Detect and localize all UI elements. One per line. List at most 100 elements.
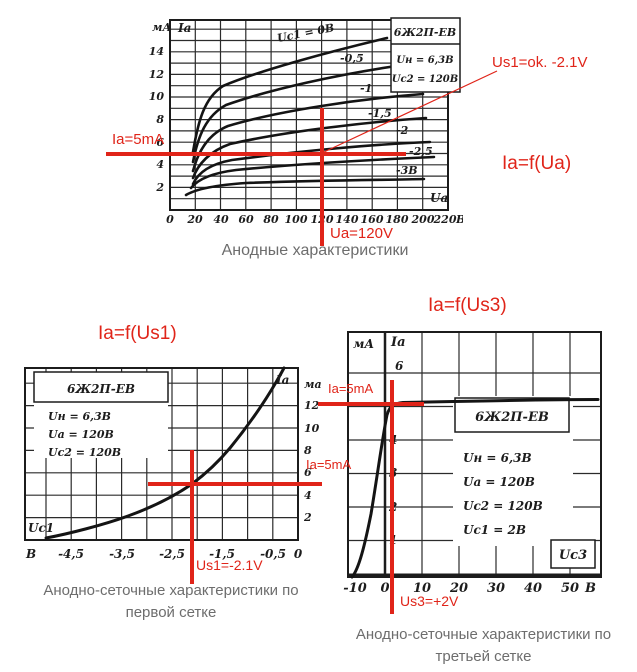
anode-chart-svg: мА Ia 14 12 10 8 6 4 2 0 20 40 60 80 100… (149, 17, 463, 226)
tick-label: -4,5 (58, 547, 84, 561)
tick-label: 3 (389, 466, 397, 480)
grid3-chart-svg: 6Ж2П-ЕВ Uн = 6,3В Uа = 120В Uс2 = 120В U… (343, 331, 602, 596)
tick-label: 2 (155, 181, 164, 194)
annotation-ia-5ma-right: Ia=5mA (328, 381, 374, 396)
grid3-characteristics-chart: 6Ж2П-ЕВ Uн = 6,3В Uа = 120В Uс2 = 120В U… (343, 326, 633, 596)
plot-frame (347, 331, 602, 578)
annotation-ia-f-ua: Ia=f(Ua) (502, 153, 572, 174)
y-axis-label: Ia (275, 373, 289, 387)
tick-label: 180 (386, 213, 409, 226)
annotation-ia-5ma-top: Ia=5mA (112, 131, 165, 148)
tick-label: 100 (285, 213, 308, 226)
tick-label: 20 (186, 213, 203, 226)
condition-line: Uа = 120В (463, 475, 535, 489)
curve-label: -2 (396, 124, 409, 137)
anode-characteristics-chart: мА Ia 14 12 10 8 6 4 2 0 20 40 60 80 100… (128, 10, 463, 238)
x-unit-label: В (455, 213, 463, 226)
annotation-us1-value: Us1=-2.1V (196, 557, 263, 573)
tick-label: 80 (263, 213, 279, 226)
x-axis-label: Ua (430, 191, 448, 205)
tick-label: 4 (304, 489, 312, 502)
tick-label: 6 (395, 359, 404, 373)
curve-label: -2,5 (409, 145, 433, 158)
tick-label: 200 (411, 213, 435, 226)
caption-line: Анодно-сеточные характеристики по (43, 582, 299, 599)
caption-line: Анодно-сеточные характеристики по (355, 626, 612, 643)
grid1-characteristics-chart: 6Ж2П-ЕВ Uн = 6,3В Uа = 120В Uс2 = 120В I… (18, 360, 328, 572)
tick-label: -3,5 (109, 547, 135, 561)
tick-label: 10 (304, 422, 320, 435)
caption-anode-characteristics: Анодные характеристики (221, 242, 409, 259)
tick-label: 50 (561, 581, 579, 596)
caption-grid1-characteristics: Анодно-сеточные характеристики по первой… (0, 580, 342, 624)
tick-label: -1,5 (209, 547, 235, 561)
condition-line: Uс2 = 120В (392, 74, 458, 85)
grid1-chart-svg: 6Ж2П-ЕВ Uн = 6,3В Uа = 120В Uс2 = 120В I… (24, 366, 322, 561)
y-unit-label: мА (152, 21, 171, 34)
tick-label: 30 (487, 581, 505, 596)
annotation-ia-f-us1: Ia=f(Us1) (98, 323, 177, 344)
curve-ia-us3 (350, 398, 600, 579)
curve-label: Uс1 = 0В (276, 21, 335, 45)
tick-label: 1 (389, 533, 397, 547)
condition-line: Uс1 = 2В (463, 523, 526, 537)
annotation-us1-approx: Us1=ok. -2.1V (492, 54, 588, 71)
tick-label: -10 (343, 581, 367, 596)
annotation-us3-value: Us3=+2V (400, 593, 459, 609)
annotation-ua-120v: Ua=120V (330, 225, 393, 242)
conditions-box (33, 371, 169, 403)
tick-label: 40 (213, 213, 229, 226)
tick-label: 8 (304, 444, 312, 457)
plot-frame (24, 367, 299, 541)
tick-label: 0 (294, 547, 303, 561)
tick-label: 10 (413, 581, 431, 596)
tick-label: 6 (304, 466, 312, 479)
tick-label: -2,5 (159, 547, 185, 561)
conditions-box (454, 397, 570, 433)
tick-label: -0,5 (260, 547, 286, 561)
tick-label: 12 (304, 399, 320, 412)
caption-line: третьей сетке (435, 648, 532, 665)
x-unit-label: В (584, 581, 596, 596)
tick-label: 4 (389, 433, 397, 447)
tick-label: 0 (166, 213, 174, 226)
curve-label: -3В (396, 164, 418, 177)
condition-line: Uс2 = 120В (48, 446, 121, 459)
tick-label: 8 (156, 113, 164, 126)
curve-label: -1 (360, 82, 372, 95)
tick-label: 0 (380, 581, 389, 596)
curve-label: -0,5 (340, 52, 364, 65)
condition-line: Uн = 6,3В (48, 410, 111, 423)
tick-label: 60 (238, 213, 254, 226)
x-axis-label-box (550, 539, 596, 569)
x-axis-label: Uс1 (28, 521, 54, 535)
tick-label: 2 (303, 511, 312, 524)
tick-label: 160 (361, 213, 384, 226)
tick-label: 10 (149, 90, 165, 103)
annotation-ia-f-us3: Ia=f(Us3) (428, 295, 507, 316)
tube-type-label: 6Ж2П-ЕВ (475, 410, 549, 425)
y-unit-label: мА (353, 337, 374, 351)
tick-label: 220 (433, 213, 457, 226)
tick-label: 12 (149, 68, 165, 81)
curve-uc1-2_5v (189, 155, 436, 190)
y-axis-label: Ia (390, 335, 406, 350)
condition-line: Uн = 6,3В (463, 451, 532, 465)
condition-line: Uс2 = 120В (463, 499, 543, 513)
x-axis-label: Uс3 (559, 548, 587, 563)
y-unit-label: ма (304, 378, 322, 391)
y-axis-label: Ia (177, 21, 191, 35)
tube-type-label: 6Ж2П-ЕВ (67, 382, 135, 396)
curve-uc1-3v (184, 177, 426, 197)
tick-label: 6 (156, 136, 164, 149)
curve-uc1-0v (191, 36, 389, 154)
tick-label: 4 (156, 158, 164, 171)
caption-line: первой сетке (125, 604, 217, 621)
condition-line: Uа = 120В (48, 428, 114, 441)
condition-line: Uн = 6,3В (396, 55, 453, 66)
tick-label: 2 (388, 500, 397, 514)
x-unit-label: В (25, 547, 36, 561)
annotation-ia-5ma-left: Ia=5mA (306, 457, 352, 472)
tick-label: 20 (449, 581, 468, 596)
